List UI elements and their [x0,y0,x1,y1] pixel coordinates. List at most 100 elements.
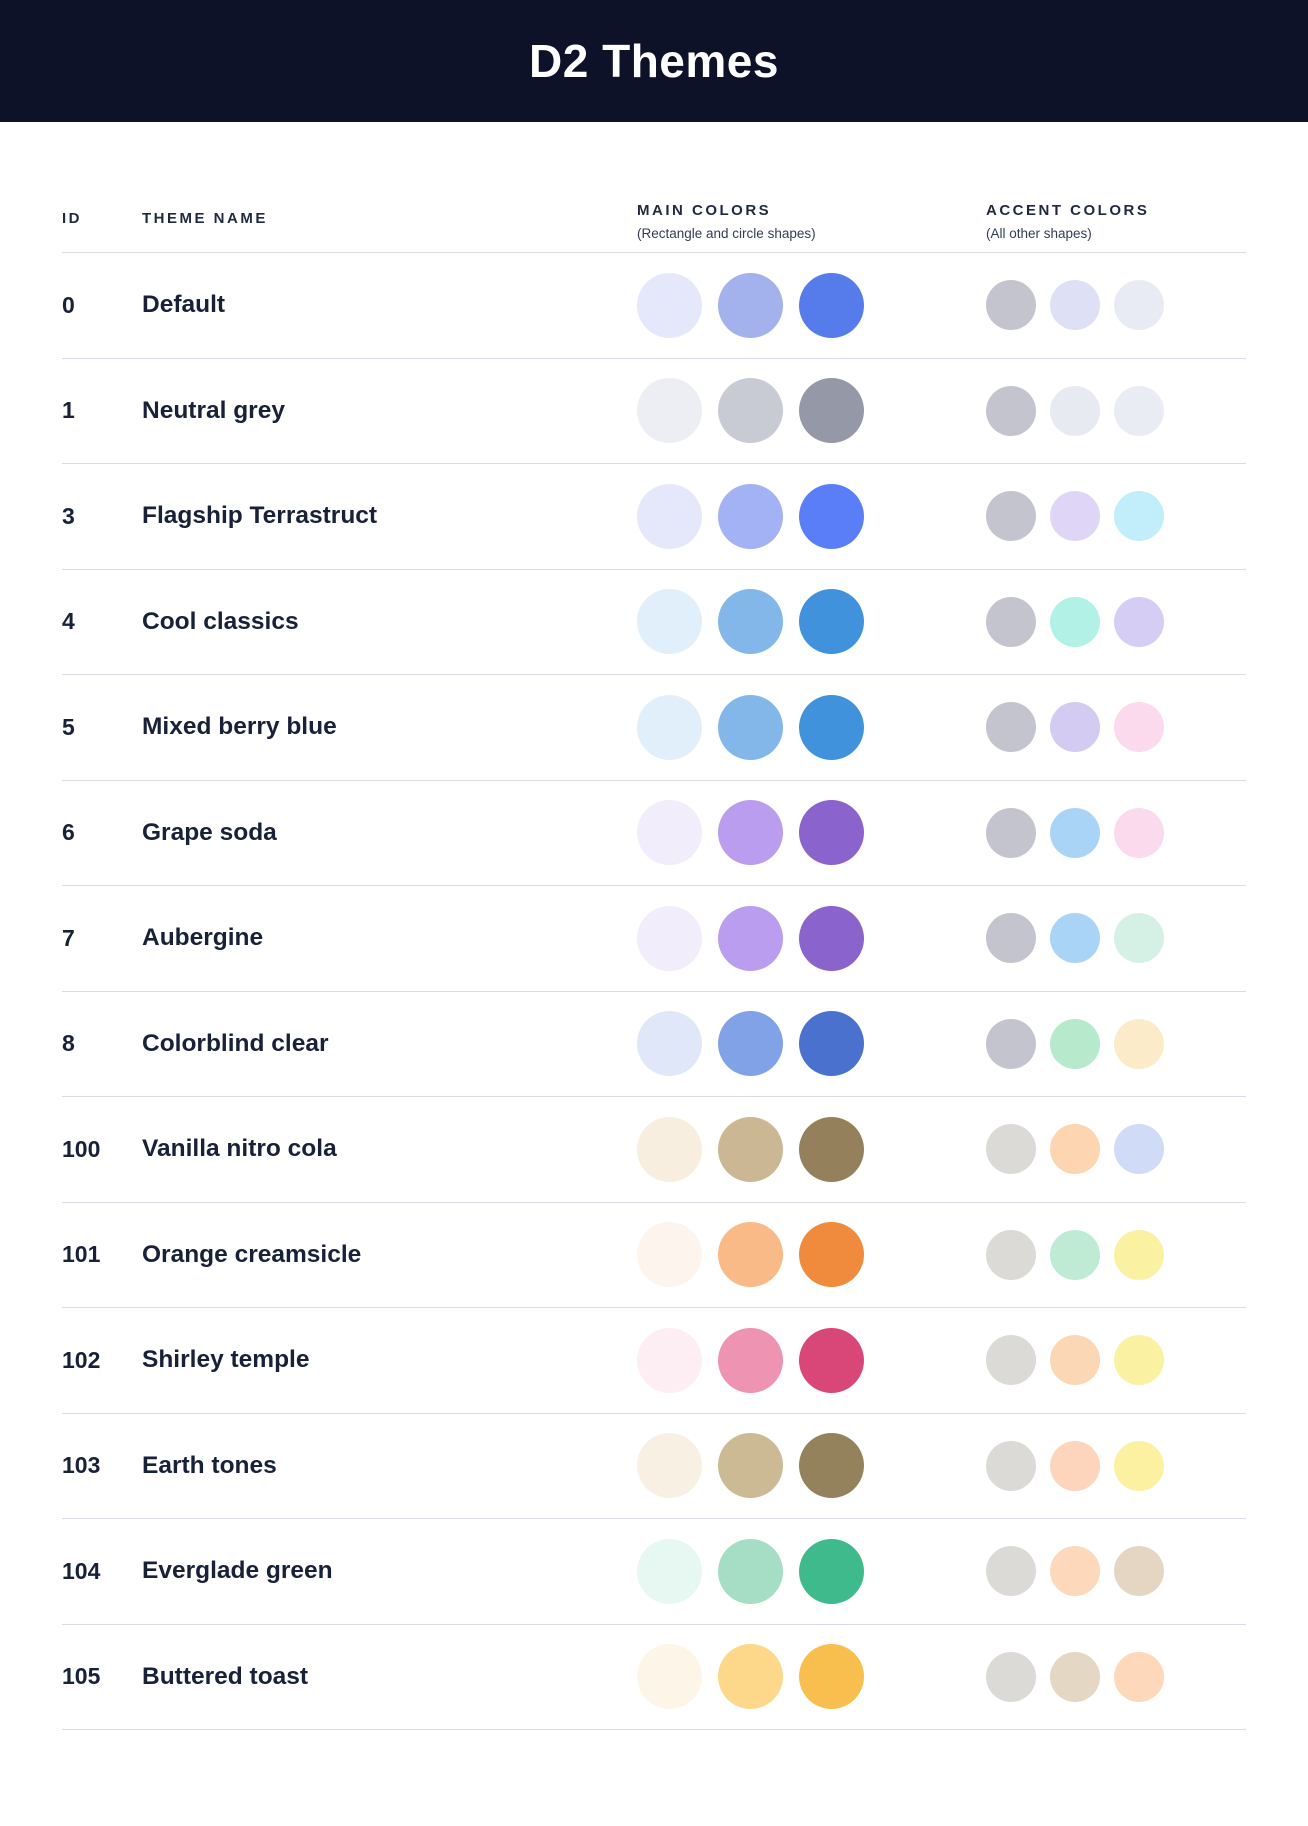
main-colors-label: MAIN COLORS [637,202,772,219]
table-column-headers: ID THEME NAME MAIN COLORS (Rectangle and… [62,122,1246,252]
main-color-swatch-2 [718,905,783,971]
accent-color-swatch-2 [1050,491,1100,542]
accent-color-swatch-2 [1050,385,1100,436]
main-color-swatch-1 [637,1116,702,1182]
main-color-swatch-1 [637,378,702,444]
theme-id: 101 [62,1241,101,1268]
theme-name: Vanilla nitro cola [142,1135,337,1163]
main-color-swatch-3 [799,272,864,338]
theme-id: 5 [62,713,75,740]
accent-color-swatch-1 [986,385,1036,436]
theme-id: 100 [62,1135,101,1162]
theme-name: Neutral grey [142,396,285,424]
accent-color-swatches [986,1651,1246,1702]
theme-name: Flagship Terrastruct [142,502,378,530]
theme-row: 4 Cool classics [62,570,1246,675]
accent-color-swatch-1 [986,1440,1036,1491]
main-color-swatches [637,589,986,655]
accent-color-swatches [986,1124,1246,1175]
accent-color-swatch-1 [986,1335,1036,1386]
accent-color-swatch-2 [1050,1335,1100,1386]
theme-id: 104 [62,1557,101,1584]
accent-color-swatch-2 [1050,596,1100,647]
accent-color-swatches [986,807,1246,858]
accent-color-swatches [986,280,1246,331]
main-color-swatch-2 [718,378,783,444]
accent-color-swatch-3 [1114,1546,1164,1597]
accent-color-swatch-1 [986,702,1036,753]
theme-row: 0 Default [62,253,1246,359]
main-color-swatch-2 [718,1327,783,1393]
main-color-swatches [637,1433,986,1499]
accent-color-swatch-1 [986,1546,1036,1597]
theme-row: 3 Flagship Terrastruct [62,464,1246,570]
accent-color-swatches [986,1440,1246,1491]
theme-id: 1 [62,397,75,424]
main-color-swatch-1 [637,1222,702,1288]
main-color-swatches [637,378,986,444]
main-color-swatch-3 [799,1011,864,1077]
main-color-swatch-2 [718,800,783,866]
theme-name: Everglade green [142,1557,333,1585]
accent-color-swatch-3 [1114,1440,1164,1491]
theme-name: Grape soda [142,818,277,846]
accent-color-swatch-2 [1050,1546,1100,1597]
accent-color-swatch-3 [1114,1124,1164,1175]
accent-color-swatch-3 [1114,491,1164,542]
accent-colors-subtitle: (All other shapes) [986,226,1092,241]
theme-row: 104 Everglade green [62,1519,1246,1625]
theme-row: 5 Mixed berry blue [62,675,1246,781]
main-color-swatch-1 [637,800,702,866]
main-color-swatch-1 [637,1327,702,1393]
theme-id: 105 [62,1663,101,1690]
accent-color-swatch-3 [1114,385,1164,436]
accent-color-swatch-2 [1050,1440,1100,1491]
main-color-swatches [637,800,986,866]
accent-color-swatch-3 [1114,1651,1164,1702]
theme-row: 6 Grape soda [62,781,1246,886]
accent-color-swatches [986,1229,1246,1280]
main-color-swatch-3 [799,1116,864,1182]
accent-color-swatch-1 [986,596,1036,647]
main-color-swatch-3 [799,1327,864,1393]
theme-id: 102 [62,1346,101,1373]
main-color-swatches [637,1011,986,1077]
accent-color-swatch-1 [986,807,1036,858]
main-color-swatch-3 [799,378,864,444]
accent-color-swatch-1 [986,1229,1036,1280]
accent-color-swatch-3 [1114,596,1164,647]
accent-color-swatch-2 [1050,702,1100,753]
main-color-swatch-1 [637,694,702,760]
main-color-swatches [637,1327,986,1393]
main-color-swatch-1 [637,905,702,971]
accent-color-swatch-2 [1050,807,1100,858]
main-color-swatches [637,1222,986,1288]
accent-color-swatch-1 [986,1124,1036,1175]
main-color-swatch-1 [637,1011,702,1077]
accent-color-swatch-1 [986,280,1036,331]
page-title: D2 Themes [529,35,779,87]
main-color-swatches [637,1538,986,1604]
main-color-swatch-3 [799,589,864,655]
main-colors-subtitle: (Rectangle and circle shapes) [637,226,816,241]
theme-id: 7 [62,924,75,951]
main-color-swatch-2 [718,1011,783,1077]
theme-row: 103 Earth tones [62,1414,1246,1519]
main-color-swatch-3 [799,800,864,866]
column-header-theme-name: THEME NAME [142,210,268,227]
column-header-id: ID [62,210,82,227]
accent-color-swatch-3 [1114,913,1164,964]
accent-color-swatches [986,385,1246,436]
main-color-swatch-3 [799,905,864,971]
accent-colors-label: ACCENT COLORS [986,202,1150,219]
main-color-swatch-2 [718,1222,783,1288]
themes-table: ID THEME NAME MAIN COLORS (Rectangle and… [62,122,1246,1730]
main-color-swatches [637,694,986,760]
theme-name: Buttered toast [142,1662,309,1690]
accent-color-swatch-2 [1050,280,1100,331]
accent-color-swatch-2 [1050,1229,1100,1280]
accent-color-swatch-2 [1050,1018,1100,1069]
theme-name: Mixed berry blue [142,713,337,741]
page-header: D2 Themes [0,0,1308,122]
theme-row: 101 Orange creamsicle [62,1203,1246,1308]
